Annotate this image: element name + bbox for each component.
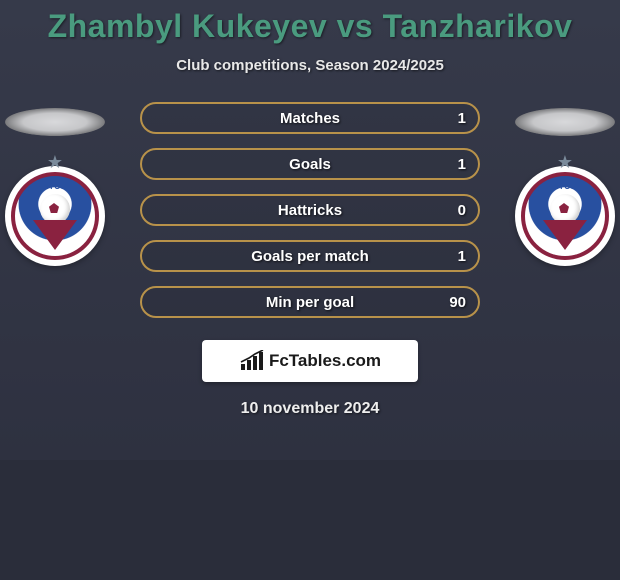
stats-area: ★ АКТӨБЕ ★ АКТӨБЕ Matches <box>0 102 620 322</box>
chevron-shape <box>543 220 587 250</box>
player-photo-placeholder <box>5 108 105 136</box>
right-player-column: ★ АКТӨБЕ <box>510 102 620 266</box>
chevron-shape <box>33 220 77 250</box>
stat-row-matches: Matches 1 <box>140 102 480 134</box>
left-club-badge[interactable]: ★ АКТӨБЕ <box>5 166 105 266</box>
stat-label: Hattricks <box>142 202 478 219</box>
stat-row-hattricks: Hattricks 0 <box>140 194 480 226</box>
stat-rows: Matches 1 Goals 1 Hattricks 0 Goals per … <box>140 102 480 318</box>
page-subtitle: Club competitions, Season 2024/2025 <box>0 57 620 74</box>
stat-right-value: 1 <box>458 110 466 127</box>
stat-right-value: 0 <box>458 202 466 219</box>
date-label: 10 november 2024 <box>0 400 620 418</box>
brand-label: FcTables.com <box>269 351 381 371</box>
stat-right-value: 1 <box>458 248 466 265</box>
stat-row-goals: Goals 1 <box>140 148 480 180</box>
player-photo-placeholder <box>515 108 615 136</box>
star-icon: ★ <box>557 152 573 173</box>
empty-region <box>0 460 620 580</box>
right-club-name: АКТӨБЕ <box>525 182 605 191</box>
stat-row-min-per-goal: Min per goal 90 <box>140 286 480 318</box>
stat-right-value: 90 <box>449 294 466 311</box>
stat-label: Goals per match <box>142 248 478 265</box>
brand-link[interactable]: FcTables.com <box>202 340 418 382</box>
stat-label: Min per goal <box>142 294 478 311</box>
right-club-badge[interactable]: ★ АКТӨБЕ <box>515 166 615 266</box>
badge-graphic: АКТӨБЕ <box>521 172 609 260</box>
page-title: Zhambyl Kukeyev vs Tanzharikov <box>0 8 620 45</box>
bar-chart-icon <box>239 350 265 372</box>
stat-label: Matches <box>142 110 478 127</box>
left-club-name: АКТӨБЕ <box>15 182 95 191</box>
left-player-column: ★ АКТӨБЕ <box>0 102 110 266</box>
stat-row-goals-per-match: Goals per match 1 <box>140 240 480 272</box>
star-icon: ★ <box>47 152 63 173</box>
comparison-panel: Zhambyl Kukeyev vs Tanzharikov Club comp… <box>0 0 620 460</box>
stat-label: Goals <box>142 156 478 173</box>
badge-graphic: АКТӨБЕ <box>11 172 99 260</box>
stat-right-value: 1 <box>458 156 466 173</box>
